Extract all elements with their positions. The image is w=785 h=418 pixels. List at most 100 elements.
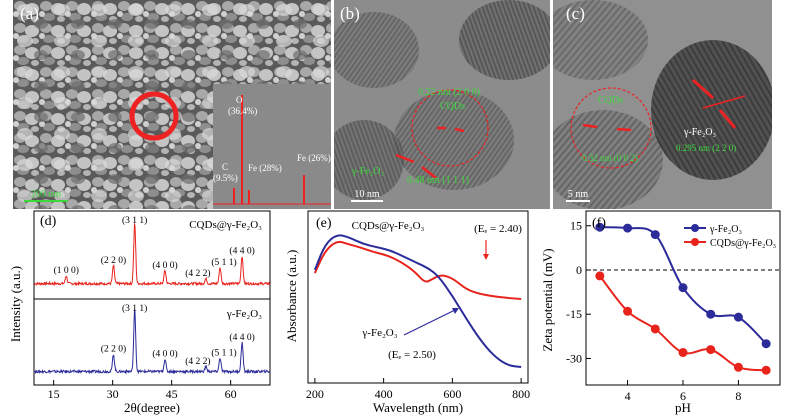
panel-f-label: (f) xyxy=(592,216,606,231)
zeta-xtick-label: 6 xyxy=(680,389,686,403)
eds-inset xyxy=(213,84,331,209)
zeta-data-point xyxy=(650,230,660,240)
zeta-ytick-label: -15 xyxy=(566,307,582,321)
uvvis-xtick-label: 800 xyxy=(512,387,530,401)
panel-a-sem-image xyxy=(13,0,331,209)
eds-label-c: C xyxy=(222,162,229,172)
zeta-data-point xyxy=(761,339,771,349)
uvvis-xtick-label: 600 xyxy=(443,387,461,401)
xrd-xtick-label: 30 xyxy=(107,387,119,401)
zeta-data-point xyxy=(595,271,605,281)
tem-micrograph-b xyxy=(334,0,550,209)
eds-pct-o: (36.4%) xyxy=(228,106,258,116)
annot-c-220: 0.295 nm (2 2 0) xyxy=(676,143,737,153)
scale-bar-c: 5 nm xyxy=(566,189,590,202)
annot-c-002: 0.32 nm (0 0 2) xyxy=(582,153,638,163)
uvvis-series-cqds xyxy=(313,240,522,300)
zeta-xtick-label: 4 xyxy=(625,389,631,403)
arrow-c2 xyxy=(616,127,632,132)
annot-b-111: 0.48 nm (1 1 1) xyxy=(407,175,469,186)
eds-label-fe1: Fe (28%) xyxy=(248,163,282,173)
fringe-marker-c xyxy=(702,95,746,109)
zeta-data-point xyxy=(706,345,716,355)
panel-c-label: (c) xyxy=(566,4,585,23)
annot-b-fe2o3: γ-Fe₂O₃ xyxy=(352,166,384,177)
zeta-data-point xyxy=(678,348,688,358)
zeta-ylabel: Zeta potential (mV) xyxy=(540,248,555,351)
annot-c-fe2o3: γ-Fe₂O₃ xyxy=(684,127,716,138)
uvvis-ylabel: Absorbance (a.u.) xyxy=(284,250,299,343)
eg-arrow-fe2o3 xyxy=(403,308,458,336)
uvvis-legend-cqds: CQDs@γ-Fe₂O₃ xyxy=(352,220,425,232)
xrd-peak-label: (2 2 0) xyxy=(101,344,126,355)
zeta-legend-cqds: CQDs@γ-Fe₂O₃ xyxy=(710,238,776,249)
xrd-peak-label: (2 2 0) xyxy=(101,255,126,266)
arrow-b3 xyxy=(395,153,415,164)
xrd-peak-label: (1 0 0) xyxy=(54,265,79,276)
zeta-data-point xyxy=(595,222,605,232)
xrd-xtick-label: 15 xyxy=(48,387,60,401)
scale-bar-b: 10 nm xyxy=(351,189,383,202)
panel-d-label: (d) xyxy=(40,214,57,229)
zeta-data-point xyxy=(678,283,688,293)
annot-c-cqds: CQDs xyxy=(598,95,624,106)
eg-arrowhead-fe2o3 xyxy=(452,308,459,314)
eg-arrowhead-cqds xyxy=(483,254,489,260)
uvvis-xlabel: Wavelength (nm) xyxy=(373,400,463,415)
zeta-ytick-label: 0 xyxy=(576,263,582,277)
arrow-c4 xyxy=(718,109,737,129)
xrd-peak-label: (4 0 0) xyxy=(152,349,177,360)
cqd-circle-b xyxy=(411,89,489,167)
arrow-c3 xyxy=(691,78,715,100)
arrow-b2 xyxy=(454,127,465,133)
annot-b-cqds: CQDs xyxy=(440,101,466,112)
xrd-xlabel: 2θ(degree) xyxy=(124,400,180,415)
eds-label-fe2: Fe (26%) xyxy=(297,153,331,163)
uvvis-eg-cqds: (Eₑ = 2.40) xyxy=(474,223,522,235)
uvvis-legend-fe2o3: γ-Fe₂O₃ xyxy=(361,327,397,339)
zeta-legend-fe2o3: γ-Fe₂O₃ xyxy=(709,224,742,235)
xrd-bottom-frame xyxy=(33,298,271,386)
panel-b-tem-image xyxy=(334,0,550,209)
highlight-circle xyxy=(129,91,179,141)
zeta-xtick-label: 8 xyxy=(735,389,741,403)
xrd-ylabel: Intensity (a.u.) xyxy=(8,266,23,342)
xrd-peak-label: (4 2 2) xyxy=(185,268,210,279)
panel-a-label: (a) xyxy=(20,4,39,23)
xrd-peak-label: (4 4 0) xyxy=(229,245,254,256)
uvvis-chart: Absorbance (a.u.) 200 400 600 800 CQDs@γ-Fe… xyxy=(284,210,530,415)
zeta-ytick-label: -30 xyxy=(566,351,582,365)
zeta-ytick-label: 15 xyxy=(570,219,582,233)
xrd-chart: Intensity (a.u.) (1 0 0) (2 2 0) (3 1 1) (4… xyxy=(8,210,271,415)
zeta-data-point xyxy=(706,309,716,319)
zeta-data-point xyxy=(733,312,743,322)
uvvis-eg-fe2o3: (Eₑ = 2.50) xyxy=(388,349,436,361)
xrd-peak-label: (4 4 0) xyxy=(229,332,254,343)
arrow-b4 xyxy=(421,166,437,179)
zeta-chart: Zeta potential (mV) 4 6 8 15 0 -15 -30 γ-Fe₂O₃… xyxy=(540,210,781,415)
uvvis-series-fe2o3 xyxy=(313,234,522,369)
uvvis-xtick-label: 200 xyxy=(306,387,324,401)
xrd-peak-label: (3 1 1) xyxy=(122,303,147,314)
xrd-peak-label: (5 1 1) xyxy=(211,347,236,358)
zeta-data-point xyxy=(733,362,743,372)
sem-micrograph xyxy=(13,0,331,209)
xrd-series-cqds xyxy=(33,223,271,287)
xrd-peak-label: (3 1 1) xyxy=(122,215,147,226)
xrd-legend-fe2o3: γ-Fe₂O₃ xyxy=(226,308,262,320)
xrd-legend-cqds: CQDs@γ-Fe₂O₃ xyxy=(189,219,262,231)
tem-micrograph-c xyxy=(553,0,772,209)
xrd-xtick-label: 45 xyxy=(166,387,178,401)
panel-b-label: (b) xyxy=(340,4,360,23)
eds-label-o: O xyxy=(236,95,243,105)
annot-b-200: 0.22 nm (2 0 0) xyxy=(418,87,480,98)
xrd-peak-label: (5 1 1) xyxy=(211,257,236,268)
xrd-peak-label: (4 2 2) xyxy=(185,356,210,367)
xrd-peak-label: (4 0 0) xyxy=(152,260,177,271)
zeta-legend-marker-fe2o3 xyxy=(691,224,699,232)
zeta-data-point xyxy=(650,324,660,334)
uvvis-xtick-label: 400 xyxy=(375,387,393,401)
cqd-circle-c xyxy=(570,87,652,169)
xrd-xtick-label: 60 xyxy=(225,387,237,401)
panel-e-label: (e) xyxy=(316,216,332,231)
